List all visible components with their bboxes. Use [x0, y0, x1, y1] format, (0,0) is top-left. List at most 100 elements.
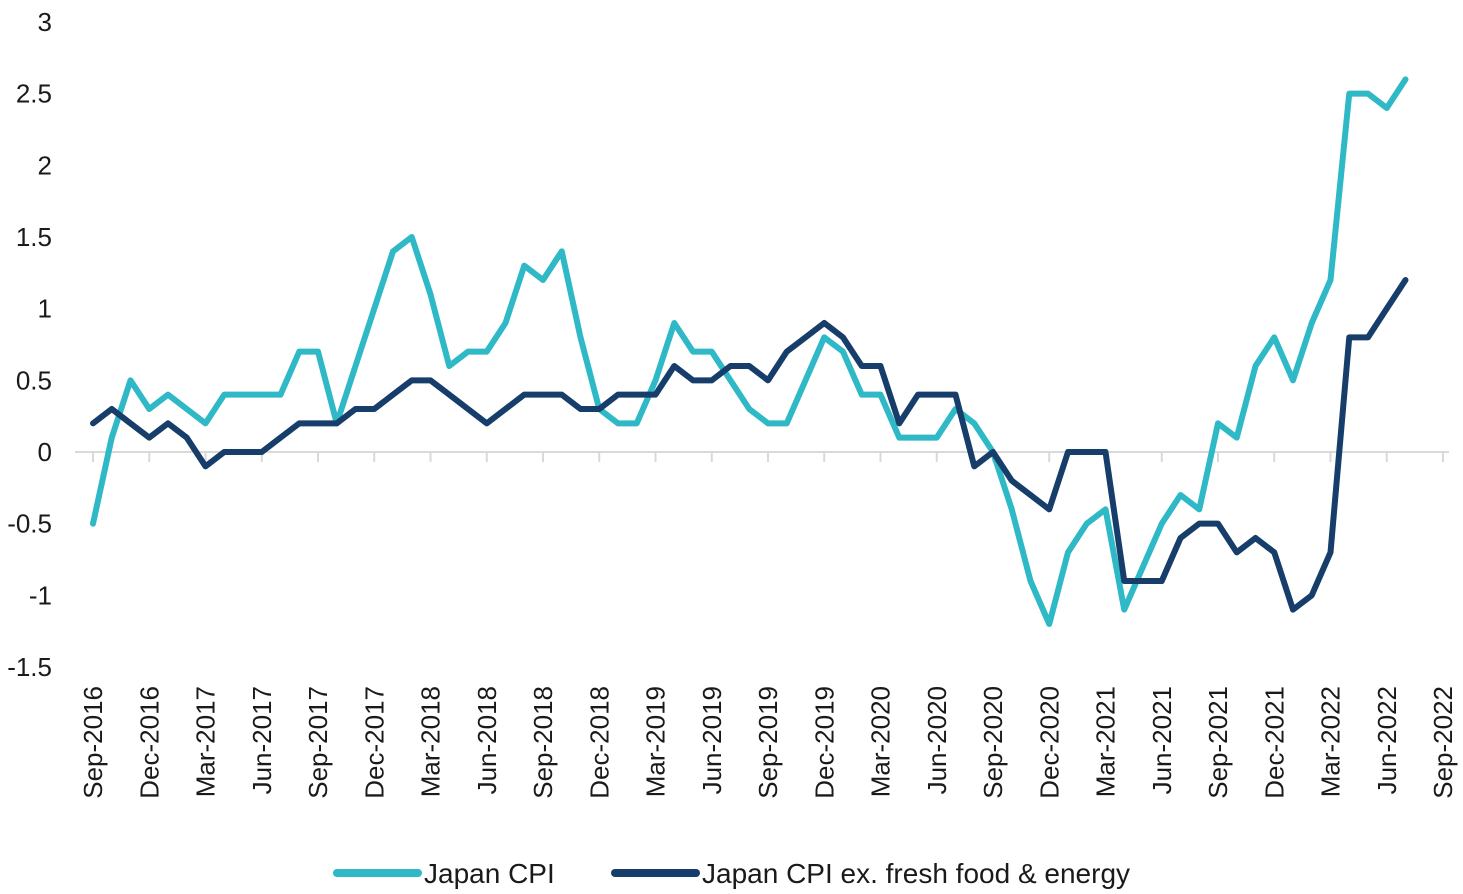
data-point	[1065, 549, 1071, 555]
x-tick-label: Sep-2019	[753, 686, 783, 799]
data-point	[221, 392, 227, 398]
data-point	[409, 377, 415, 383]
data-point	[1178, 492, 1184, 498]
x-tick-label: Dec-2016	[134, 686, 164, 799]
data-point	[109, 435, 115, 441]
data-point	[878, 392, 884, 398]
x-tick-label: Jun-2017	[247, 686, 277, 794]
data-point	[315, 420, 321, 426]
data-point	[1309, 320, 1315, 326]
data-point	[634, 420, 640, 426]
data-point	[840, 349, 846, 355]
x-axis: Sep-2016 Dec-2016 Mar-2017 Jun-2017 Sep-2017…	[75, 451, 1458, 799]
x-tick-label: Mar-2022	[1316, 686, 1346, 797]
x-tick-label: Sep-2018	[528, 686, 558, 799]
data-point	[146, 435, 152, 441]
data-point	[559, 248, 565, 254]
x-tick-label: Sep-2020	[978, 686, 1008, 799]
data-point	[184, 406, 190, 412]
x-tick-label: Mar-2018	[416, 686, 446, 797]
data-point	[428, 291, 434, 297]
data-point	[578, 406, 584, 412]
data-point	[1121, 607, 1127, 613]
series-line-japan-cpi-ex-fresh-food-energy	[90, 277, 1409, 613]
data-point	[1215, 420, 1221, 426]
data-point	[390, 248, 396, 254]
data-point	[1271, 549, 1277, 555]
data-point	[465, 349, 471, 355]
data-point	[1290, 607, 1296, 613]
legend-label: Japan CPI	[424, 858, 555, 889]
y-tick-label: 2.5	[16, 79, 52, 109]
data-point	[165, 420, 171, 426]
data-point	[540, 277, 546, 283]
data-point	[240, 449, 246, 455]
data-point	[671, 320, 677, 326]
data-point	[428, 377, 434, 383]
data-point	[278, 435, 284, 441]
data-point	[559, 392, 565, 398]
data-point	[540, 392, 546, 398]
data-point	[746, 406, 752, 412]
data-point	[1084, 521, 1090, 527]
data-point	[521, 392, 527, 398]
data-point	[1253, 363, 1259, 369]
data-point	[728, 377, 734, 383]
data-point	[896, 435, 902, 441]
data-point	[503, 406, 509, 412]
x-tick-label: Sep-2017	[303, 686, 333, 799]
data-point	[859, 363, 865, 369]
data-point	[615, 392, 621, 398]
data-point	[990, 449, 996, 455]
x-tick-label: Jun-2019	[697, 686, 727, 794]
data-point	[915, 392, 921, 398]
data-point	[934, 435, 940, 441]
x-tick-label: Dec-2021	[1259, 686, 1289, 799]
data-point	[746, 363, 752, 369]
data-point	[803, 377, 809, 383]
data-point	[296, 420, 302, 426]
x-tick-label: Dec-2017	[359, 686, 389, 799]
x-tick-label: Dec-2020	[1034, 686, 1064, 799]
data-point	[1234, 435, 1240, 441]
legend-label: Japan CPI ex. fresh food & energy	[702, 858, 1130, 889]
y-tick-label: 1	[38, 294, 52, 324]
data-point	[1290, 377, 1296, 383]
data-point	[1046, 621, 1052, 627]
data-point	[709, 349, 715, 355]
data-point	[634, 392, 640, 398]
data-point	[165, 392, 171, 398]
data-point	[615, 420, 621, 426]
data-point	[240, 392, 246, 398]
x-tick-label: Sep-2016	[78, 686, 108, 799]
data-point	[146, 406, 152, 412]
data-point	[1328, 549, 1334, 555]
x-tick-label: Dec-2019	[809, 686, 839, 799]
data-point	[446, 392, 452, 398]
y-tick-label: 3	[38, 7, 52, 37]
data-point	[1234, 549, 1240, 555]
y-tick-label: 2	[38, 150, 52, 180]
data-point	[1215, 521, 1221, 527]
data-point	[765, 377, 771, 383]
data-point	[1196, 521, 1202, 527]
data-point	[915, 435, 921, 441]
data-point	[1403, 76, 1409, 82]
data-point	[953, 392, 959, 398]
data-point	[803, 334, 809, 340]
data-point	[1046, 506, 1052, 512]
y-tick-label: -1.5	[7, 652, 52, 682]
data-point	[765, 420, 771, 426]
data-point	[184, 435, 190, 441]
data-point	[315, 349, 321, 355]
x-tick-label: Sep-2022	[1428, 686, 1458, 799]
data-point	[1084, 449, 1090, 455]
data-point	[1365, 91, 1371, 97]
data-point	[971, 463, 977, 469]
data-point	[934, 392, 940, 398]
data-point	[203, 420, 209, 426]
data-point	[1309, 592, 1315, 598]
data-point	[1140, 564, 1146, 570]
data-point	[203, 463, 209, 469]
